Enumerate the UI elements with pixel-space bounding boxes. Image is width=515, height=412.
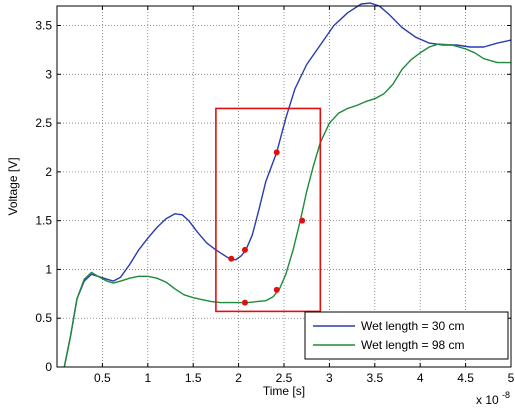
y-tick-label: 3 xyxy=(45,67,52,81)
legend-box xyxy=(304,311,509,360)
highlight-box-layer xyxy=(215,107,322,313)
series-line-1 xyxy=(63,2,512,368)
legend-label: Wet length = 98 cm xyxy=(361,338,465,352)
y-tick-label: 2 xyxy=(45,165,52,179)
x-axis-multiplier: x 10 -8 xyxy=(476,390,510,407)
x-tick-label: 1 xyxy=(144,371,151,385)
data-marker xyxy=(273,149,280,156)
data-marker xyxy=(241,246,248,253)
x-tick-label: 1.5 xyxy=(185,371,202,385)
highlight-box xyxy=(215,107,322,313)
x-axis-label: Time [s] xyxy=(263,384,305,398)
y-tick-label: 0.5 xyxy=(35,311,52,325)
markers-layer xyxy=(228,149,306,306)
data-marker xyxy=(299,217,306,224)
x-tick-label: 0.5 xyxy=(94,371,111,385)
data-marker xyxy=(273,286,280,293)
data-marker xyxy=(228,255,235,262)
y-tick-label: 3.5 xyxy=(35,19,52,33)
data-marker xyxy=(241,299,248,306)
x-tick-label: 2.5 xyxy=(276,371,293,385)
x-tick-label: 4 xyxy=(417,371,424,385)
y-tick-label: 0 xyxy=(45,360,52,374)
x-axis-multiplier-exponent: -8 xyxy=(502,390,510,400)
legend-label: Wet length = 30 cm xyxy=(361,319,465,333)
y-tick-label: 1 xyxy=(45,262,52,276)
x-axis-multiplier-base: x 10 xyxy=(476,393,499,407)
x-tick-label: 5 xyxy=(508,371,515,385)
legend: Wet length = 30 cm Wet length = 98 cm xyxy=(304,311,509,360)
x-tick-label: 4.5 xyxy=(457,371,474,385)
y-tick-label: 2.5 xyxy=(35,116,52,130)
x-tick-label: 3.5 xyxy=(366,371,383,385)
axis-ticks: 0.5 1 1.5 2 2.5 3 3.5 4 4.5 5 0 0.5 1 1.5 2 2.5 3 3.5 xyxy=(35,6,515,385)
grid-lines xyxy=(57,6,511,367)
y-tick-label: 1.5 xyxy=(35,214,52,228)
x-tick-label: 3 xyxy=(326,371,333,385)
y-axis-label: Voltage [V] xyxy=(6,157,20,215)
x-tick-label: 2 xyxy=(235,371,242,385)
